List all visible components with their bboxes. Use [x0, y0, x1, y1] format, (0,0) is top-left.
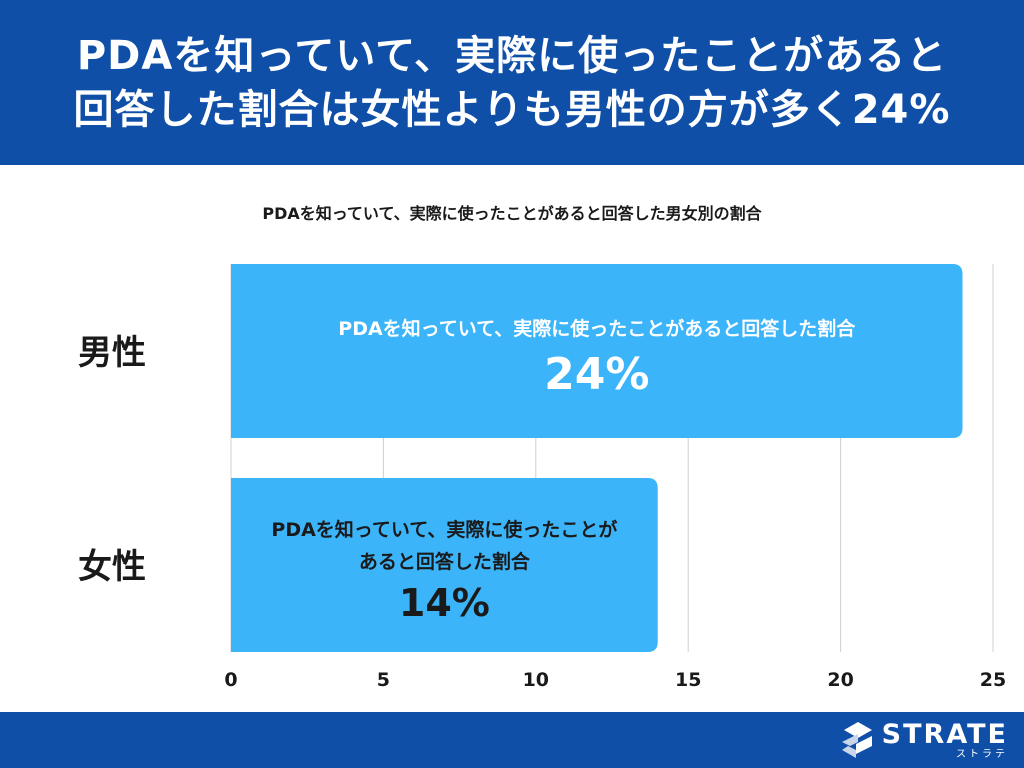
bar-description-label: PDAを知っていて、実際に使ったことが: [271, 518, 617, 541]
bar-female: [231, 478, 658, 652]
strate-logo: STRATE ストラテ: [840, 720, 1008, 760]
x-tick-label: 15: [675, 669, 701, 691]
category-label: 男性: [78, 333, 146, 373]
bar-chart: 0 5 10 15 20 25 男性 PDAを知っていて、実際に使ったことがあると回答した割合…: [78, 264, 1006, 691]
strate-logo-icon: [841, 722, 872, 758]
x-tick-label: 20: [827, 669, 853, 691]
x-tick-label: 5: [377, 669, 390, 691]
logo-name: STRATE: [881, 718, 1008, 750]
headline-line-2: 回答した割合は女性よりも男性の方が多く24%: [73, 86, 951, 133]
footer-banner: STRATE ストラテ: [0, 712, 1024, 768]
x-tick-label: 0: [224, 669, 237, 691]
headline-line-1: PDAを知っていて、実際に使ったことがあると: [76, 32, 948, 79]
x-tick-label: 25: [980, 669, 1006, 691]
bar-value-label: 24%: [544, 349, 649, 400]
bar-description-label: あると回答した割合: [359, 550, 531, 573]
header-banner: PDAを知っていて、実際に使ったことがあると 回答した割合は女性よりも男性の方が…: [0, 0, 1024, 165]
bar-value-label: 14%: [399, 581, 490, 625]
chart-title: PDAを知っていて、実際に使ったことがあると回答した男女別の割合: [262, 204, 762, 223]
x-tick-label: 10: [523, 669, 549, 691]
bar-male: [231, 264, 963, 438]
logo-subtext: ストラテ: [956, 748, 1008, 760]
bar-description-label: PDAを知っていて、実際に使ったことがあると回答した割合: [338, 317, 856, 340]
category-label: 女性: [78, 547, 146, 587]
